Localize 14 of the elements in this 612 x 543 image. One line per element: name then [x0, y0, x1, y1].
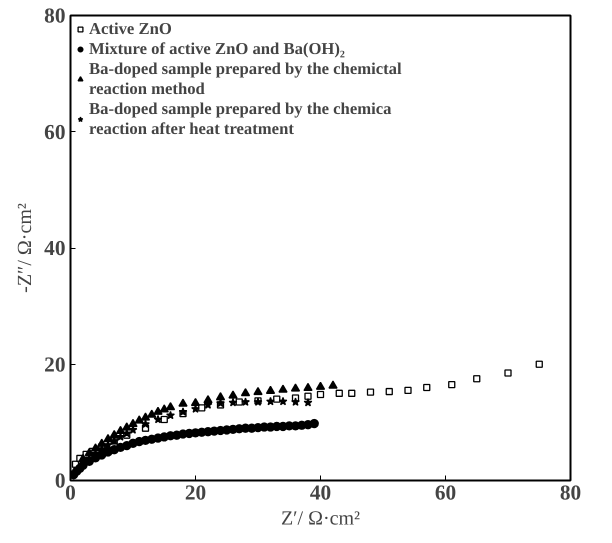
- legend-label: Active ZnO: [89, 19, 172, 39]
- y-axis-title: -Z″/ Ω·cm²: [14, 203, 36, 293]
- x-tick-label: 40: [310, 480, 332, 504]
- y-tick-label: 80: [44, 4, 66, 28]
- y-tick-label: 40: [44, 236, 66, 260]
- legend-label: Ba-doped sample prepared by the chemictal reaction method: [89, 59, 402, 99]
- legend-label: Ba-doped sample prepared by the chemica reaction after heat treatment: [89, 99, 392, 139]
- y-tick-label: 60: [44, 120, 66, 144]
- x-axis-title: Z′/ Ω·cm²: [280, 508, 360, 530]
- x-tick-label: 60: [434, 480, 456, 504]
- y-tick-label: 20: [44, 352, 66, 376]
- x-tick-label: 20: [184, 480, 206, 504]
- x-tick-label: 80: [560, 480, 582, 504]
- legend-label: Mixture of active ZnO and Ba(OH)₂: [89, 39, 345, 59]
